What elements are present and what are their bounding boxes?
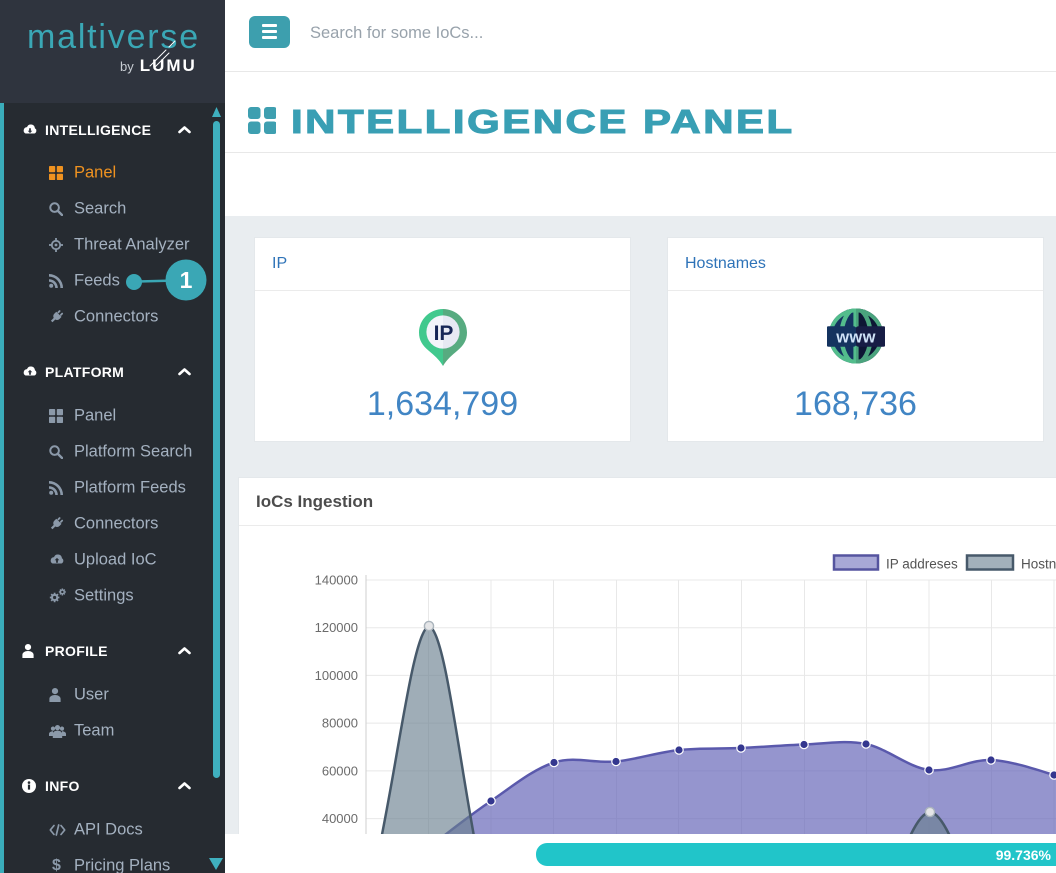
svg-text:1: 1 [180, 267, 193, 293]
svg-text:IP: IP [433, 322, 453, 345]
svg-text:www: www [835, 329, 875, 347]
